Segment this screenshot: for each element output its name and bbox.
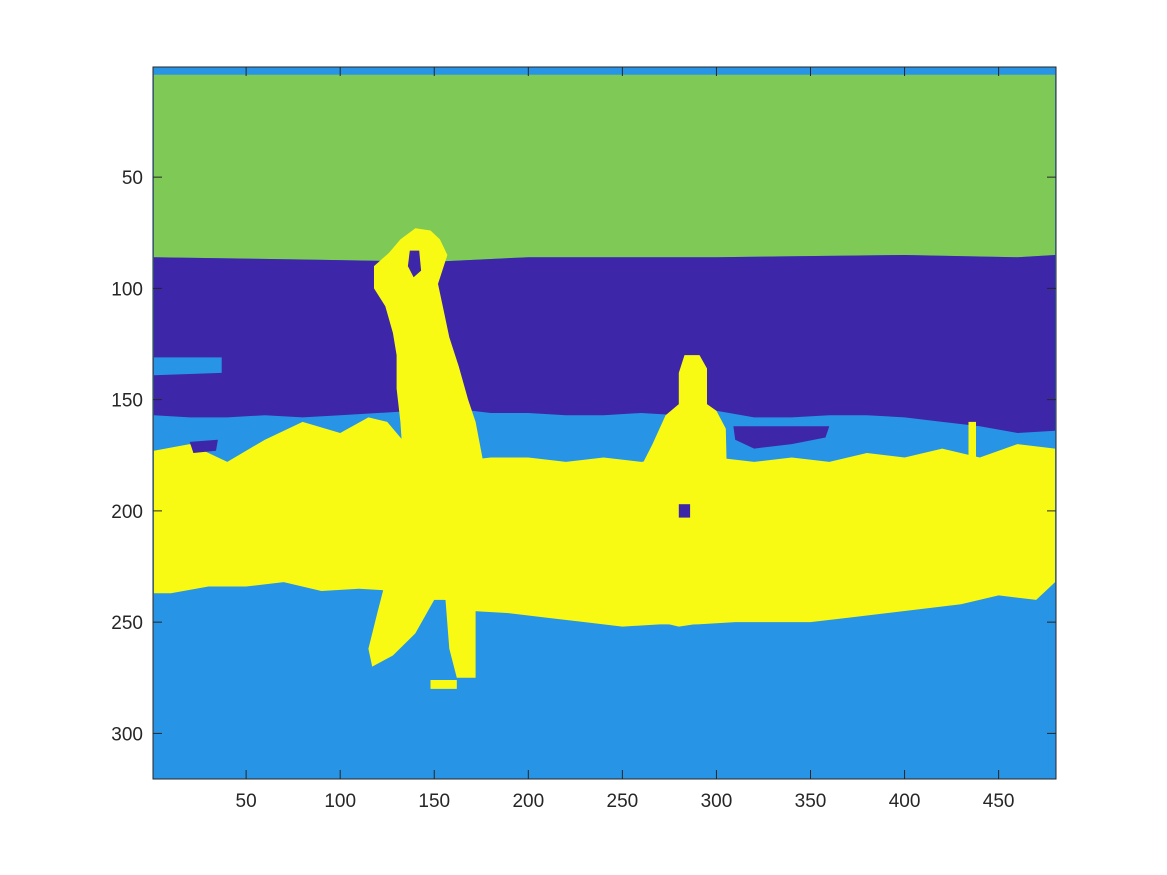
axes-frame bbox=[152, 66, 1057, 780]
class-4-region bbox=[153, 417, 1056, 627]
y-tick-label: 100 bbox=[111, 279, 143, 300]
y-tick-label: 50 bbox=[122, 168, 143, 189]
class-1-region bbox=[678, 504, 691, 518]
x-tick-label: 150 bbox=[418, 791, 450, 812]
x-tick-label: 450 bbox=[983, 791, 1015, 812]
axis-ticks bbox=[153, 67, 1056, 779]
class-1-region bbox=[189, 439, 218, 453]
x-tick-label: 50 bbox=[236, 791, 257, 812]
class-1-region bbox=[153, 255, 1056, 433]
x-tick-label: 350 bbox=[795, 791, 827, 812]
class-4-region bbox=[631, 355, 728, 627]
x-axis-tick-labels: 50 100 150 200 250 300 350 400 450 bbox=[236, 791, 1015, 812]
class-1-region bbox=[733, 426, 830, 449]
class-1-region bbox=[407, 250, 422, 278]
class-4-region bbox=[368, 228, 484, 678]
y-tick-label: 250 bbox=[111, 613, 143, 634]
class-4-region bbox=[968, 421, 976, 560]
class-regions bbox=[153, 74, 1056, 689]
y-tick-label: 300 bbox=[111, 724, 143, 745]
x-tick-label: 200 bbox=[512, 791, 544, 812]
x-tick-label: 100 bbox=[324, 791, 356, 812]
x-tick-label: 400 bbox=[889, 791, 921, 812]
class-2-region bbox=[153, 357, 222, 376]
y-tick-label: 150 bbox=[111, 391, 143, 412]
class-3-region bbox=[153, 74, 1056, 262]
y-tick-label: 200 bbox=[111, 502, 143, 523]
x-tick-label: 250 bbox=[607, 791, 639, 812]
y-axis-tick-labels: 50 100 150 200 250 300 bbox=[111, 168, 143, 745]
x-tick-label: 300 bbox=[701, 791, 733, 812]
class-4-region bbox=[430, 680, 457, 689]
